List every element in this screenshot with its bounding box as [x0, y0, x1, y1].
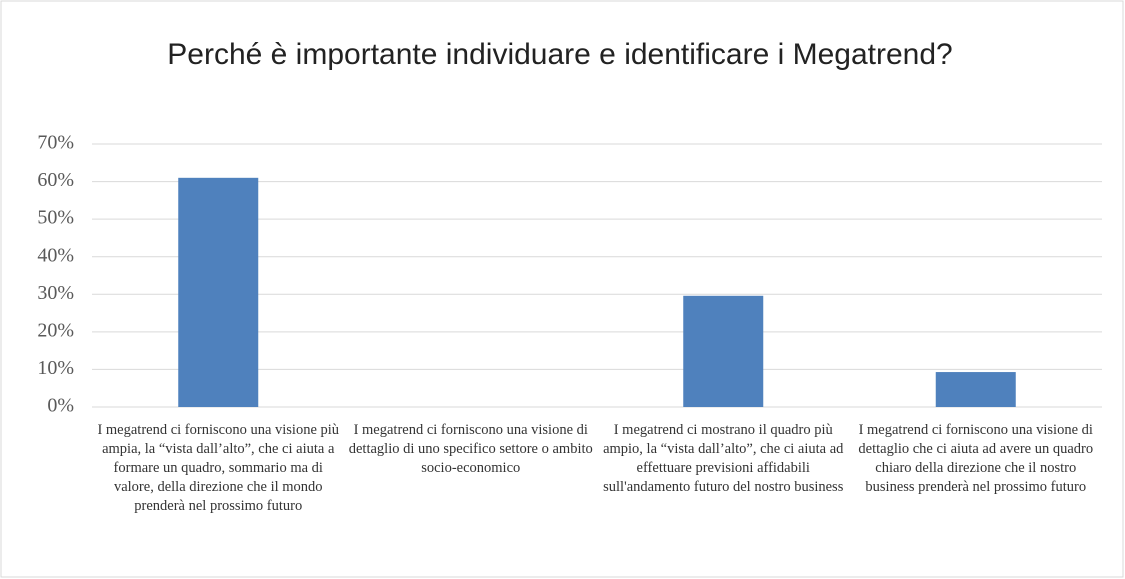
bar	[935, 372, 1016, 407]
x-label-box: I megatrend ci forniscono una visione di…	[858, 422, 1094, 495]
y-tick-label: 70%	[37, 132, 74, 154]
x-tick-label: I megatrend ci mostrano il quadro più am…	[603, 422, 844, 495]
x-label-box: I megatrend ci forniscono una visione pi…	[97, 422, 340, 514]
bar	[178, 177, 259, 407]
title-box: Perché è importante individuare e identi…	[167, 38, 953, 71]
chart-title: Perché è importante individuare e identi…	[167, 38, 953, 71]
y-tick-label: 40%	[37, 244, 74, 266]
x-tick-label: I megatrend ci forniscono una visione di…	[858, 422, 1094, 495]
y-tick-label: 50%	[37, 207, 74, 229]
x-label-box: I megatrend ci mostrano il quadro più am…	[603, 422, 844, 495]
y-tick-label: 0%	[47, 395, 74, 417]
y-tick-label: 10%	[37, 357, 74, 379]
y-tick-label: 20%	[37, 319, 74, 341]
x-tick-label: I megatrend ci forniscono una visione pi…	[97, 422, 340, 514]
x-label-box: I megatrend ci forniscono una visione di…	[348, 422, 593, 476]
y-tick-label: 30%	[37, 282, 74, 304]
x-tick-label: I megatrend ci forniscono una visione di…	[348, 422, 593, 476]
y-tick-label: 60%	[37, 169, 74, 191]
bar	[683, 295, 764, 407]
